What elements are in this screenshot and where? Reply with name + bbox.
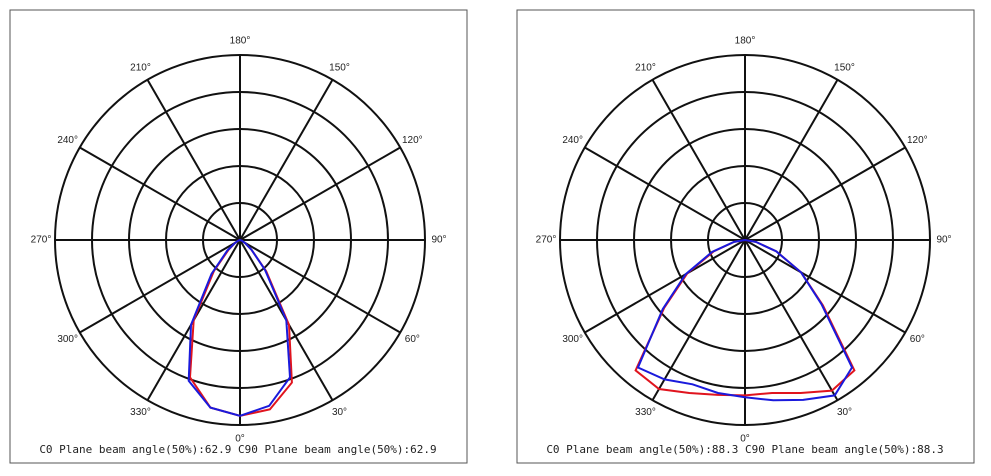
intensity-curve <box>636 238 854 402</box>
spoke-grid <box>584 146 746 241</box>
spoke-grid <box>239 239 401 334</box>
spoke-grid <box>744 146 906 241</box>
caption: C0 Plane beam angle(50%):88.3 C90 Plane … <box>546 443 943 456</box>
angle-label: 300° <box>57 334 78 345</box>
angle-label: 150° <box>329 62 350 73</box>
angle-label: 210° <box>635 62 656 73</box>
angle-label: 330° <box>635 407 656 418</box>
spoke-grid <box>239 79 334 241</box>
angle-label: 90° <box>431 235 446 246</box>
angle-label: 180° <box>230 36 251 47</box>
angle-label: 120° <box>907 135 928 146</box>
panel-frame <box>9 9 468 464</box>
panel-frame <box>516 9 975 464</box>
angle-label: 270° <box>31 235 52 246</box>
spoke-grid <box>146 79 241 241</box>
angle-label: 270° <box>536 235 557 246</box>
angle-label: 60° <box>910 334 925 345</box>
spoke-grid <box>744 79 839 241</box>
angle-label: 0° <box>740 434 750 445</box>
spoke-grid <box>79 239 241 334</box>
spoke-grid <box>651 239 746 401</box>
angle-label: 60° <box>405 334 420 345</box>
intensity-curve <box>187 238 292 417</box>
angle-label: 90° <box>936 235 951 246</box>
angle-label: 30° <box>332 407 347 418</box>
spoke-grid <box>584 239 746 334</box>
spoke-grid <box>239 146 401 241</box>
angle-label: 210° <box>130 62 151 73</box>
angle-label: 330° <box>130 407 151 418</box>
angle-label: 300° <box>562 334 583 345</box>
spoke-grid <box>744 239 906 334</box>
spoke-grid <box>744 239 839 401</box>
angle-label: 30° <box>837 407 852 418</box>
spoke-grid <box>651 79 746 241</box>
polar-chart: 0° 30° 60° 90° 120° 150° 180° 210° 240° 270° 300° 3… <box>9 9 468 464</box>
angle-label: 240° <box>562 135 583 146</box>
polar-chart: 0° 30° 60° 90° 120° 150° 180° 210° 240° 270° 300° 3… <box>516 9 975 464</box>
caption: C0 Plane beam angle(50%):62.9 C90 Plane … <box>39 443 436 456</box>
angle-label: 0° <box>235 434 245 445</box>
angle-label: 240° <box>57 135 78 146</box>
angle-label: 180° <box>735 36 756 47</box>
spoke-grid <box>79 146 241 241</box>
angle-label: 120° <box>402 135 423 146</box>
angle-label: 150° <box>834 62 855 73</box>
